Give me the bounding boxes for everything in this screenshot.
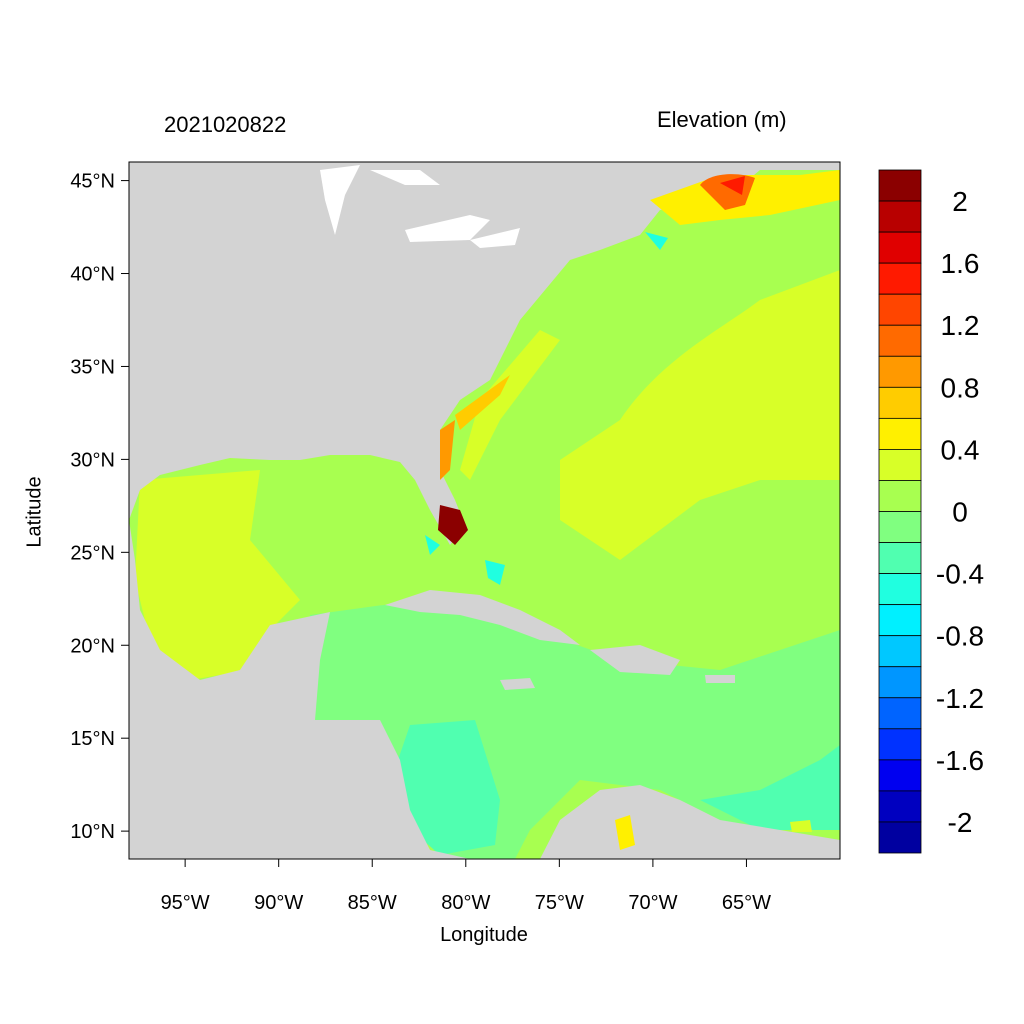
y-tick-label: 40°N [70,264,115,286]
x-tick-label: 80°W [441,892,490,914]
colorbar-swatch [878,511,922,543]
north-america-land [129,162,840,545]
mexico-land [129,520,470,859]
colorbar-swatch [878,449,922,481]
colorbar-swatch [878,480,922,512]
x-ticks: 95°W 90°W 85°W 80°W 75°W 70°W 65°W [161,859,771,914]
colorbar-swatch [878,604,922,637]
se-shelf [455,375,510,430]
hispaniola-land [590,645,680,675]
colorbar-label: 1.6 [941,248,980,279]
atlantic-high-band [560,270,840,560]
colorbar-label: 0.4 [941,434,980,465]
honduras-shelf [398,720,500,855]
colorbar-swatch [878,821,922,854]
colorbar-swatch [878,386,922,419]
gulf-west-high [135,470,300,680]
x-tick-label: 85°W [348,892,397,914]
florida-keys-low [425,535,440,555]
y-tick-label: 10°N [70,821,115,843]
colorbar-swatch [878,542,922,574]
long-island-low [645,232,668,250]
y-tick-label: 45°N [70,171,115,193]
gulf-stream-high [460,330,560,480]
puerto-rico-land [705,675,735,683]
florida-east-coast [440,420,455,480]
colorbar-label: 2 [952,186,968,217]
x-tick-label: 90°W [254,892,303,914]
map-field [129,162,840,859]
maracaibo-high [615,815,635,850]
colorbar-swatch [878,573,922,606]
x-tick-label: 75°W [535,892,584,914]
colorbar-swatch [878,790,922,823]
colorbar-label: -0.8 [936,621,984,652]
colorbar-label: 1.2 [941,310,980,341]
y-tick-label: 15°N [70,728,115,750]
colorbar: 2 1.6 1.2 0.8 0.4 0 -0.4 -0.8 -1.2 -1.6 -2 [878,169,984,854]
south-florida-surge [438,505,468,545]
venezuela-shelf [700,745,840,830]
colorbar-swatch [878,231,922,264]
colorbar-swatch [878,200,922,233]
date-title: 2021020822 [164,112,287,137]
colorbar-swatch [878,355,922,388]
cuba-land [385,590,580,645]
colorbar-swatch [878,417,922,450]
x-tick-label: 95°W [161,892,210,914]
plot-frame [128,161,841,860]
colorbar-swatch [878,759,922,792]
south-america-land [540,785,840,859]
colorbar-label: -1.6 [936,745,984,776]
colorbar-label: -0.4 [936,559,984,590]
bahamas-low [485,560,505,585]
y-ticks: 45°N 40°N 35°N 30°N 25°N 20°N 15°N 10°N [70,171,129,843]
y-tick-label: 25°N [70,542,115,564]
y-tick-label: 35°N [70,356,115,378]
colorbar-swatch [878,666,922,699]
jamaica-land [500,678,535,690]
variable-title: Elevation (m) [657,107,787,132]
fundy-core [720,176,745,195]
orinoco-high [790,820,812,832]
colorbar-swatch [878,728,922,761]
x-tick-label: 65°W [722,892,771,914]
x-tick-label: 70°W [628,892,677,914]
y-tick-label: 20°N [70,635,115,657]
colorbar-label: -2 [948,807,973,838]
x-axis-label: Longitude [440,924,528,946]
colorbar-swatch [878,262,922,295]
colorbar-label: -1.2 [936,683,984,714]
colorbar-label: 0 [952,497,968,528]
y-tick-label: 30°N [70,449,115,471]
colorbar-label: 0.8 [941,372,980,403]
colorbar-swatch [878,697,922,730]
great-lakes [320,165,520,248]
colorbar-swatch [878,635,922,668]
colorbar-swatch [878,169,922,202]
colorbar-swatch [878,293,922,326]
colorbar-swatch [878,324,922,357]
